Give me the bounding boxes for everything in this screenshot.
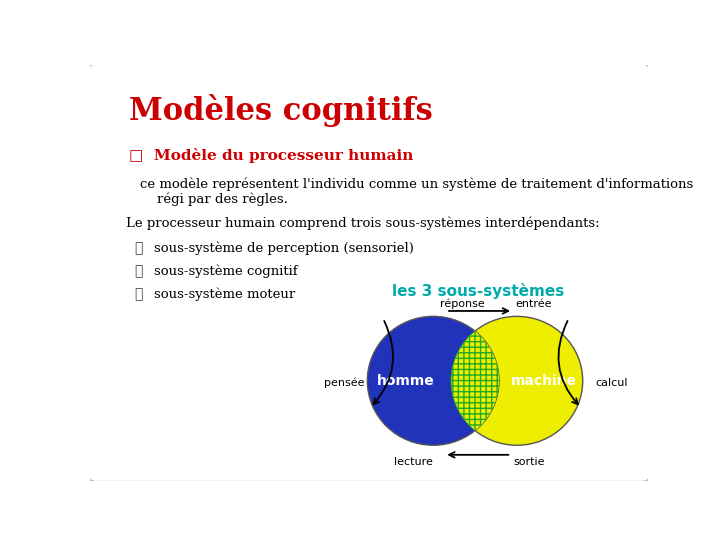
Text: sous-système cognitif: sous-système cognitif (154, 265, 298, 278)
Ellipse shape (367, 316, 499, 446)
Text: ✓: ✓ (135, 241, 143, 255)
Text: sous-système moteur: sous-système moteur (154, 287, 295, 301)
Text: lecture: lecture (395, 457, 433, 467)
Ellipse shape (451, 316, 582, 446)
Text: ✓: ✓ (135, 287, 143, 301)
Text: sous-système de perception (sensoriel): sous-système de perception (sensoriel) (154, 241, 414, 255)
Text: les 3 sous-systèmes: les 3 sous-systèmes (392, 284, 564, 299)
Text: □  Modèle du processeur humain: □ Modèle du processeur humain (129, 148, 413, 163)
Text: machine: machine (510, 374, 577, 388)
Text: ✓: ✓ (135, 265, 143, 279)
FancyBboxPatch shape (89, 64, 649, 482)
Text: calcul: calcul (595, 378, 628, 388)
Text: entrée: entrée (516, 299, 552, 309)
Text: homme: homme (377, 374, 434, 388)
Text: Modèles cognitifs: Modèles cognitifs (129, 94, 433, 127)
Text: Le processeur humain comprend trois sous-systèmes interdépendants:: Le processeur humain comprend trois sous… (126, 217, 600, 230)
Text: réponse: réponse (440, 299, 485, 309)
Ellipse shape (451, 316, 582, 446)
Text: sortie: sortie (513, 457, 544, 467)
Text: ce modèle représentent l'individu comme un système de traitement d'informations
: ce modèle représentent l'individu comme … (140, 177, 693, 206)
Text: pensée: pensée (324, 377, 364, 388)
